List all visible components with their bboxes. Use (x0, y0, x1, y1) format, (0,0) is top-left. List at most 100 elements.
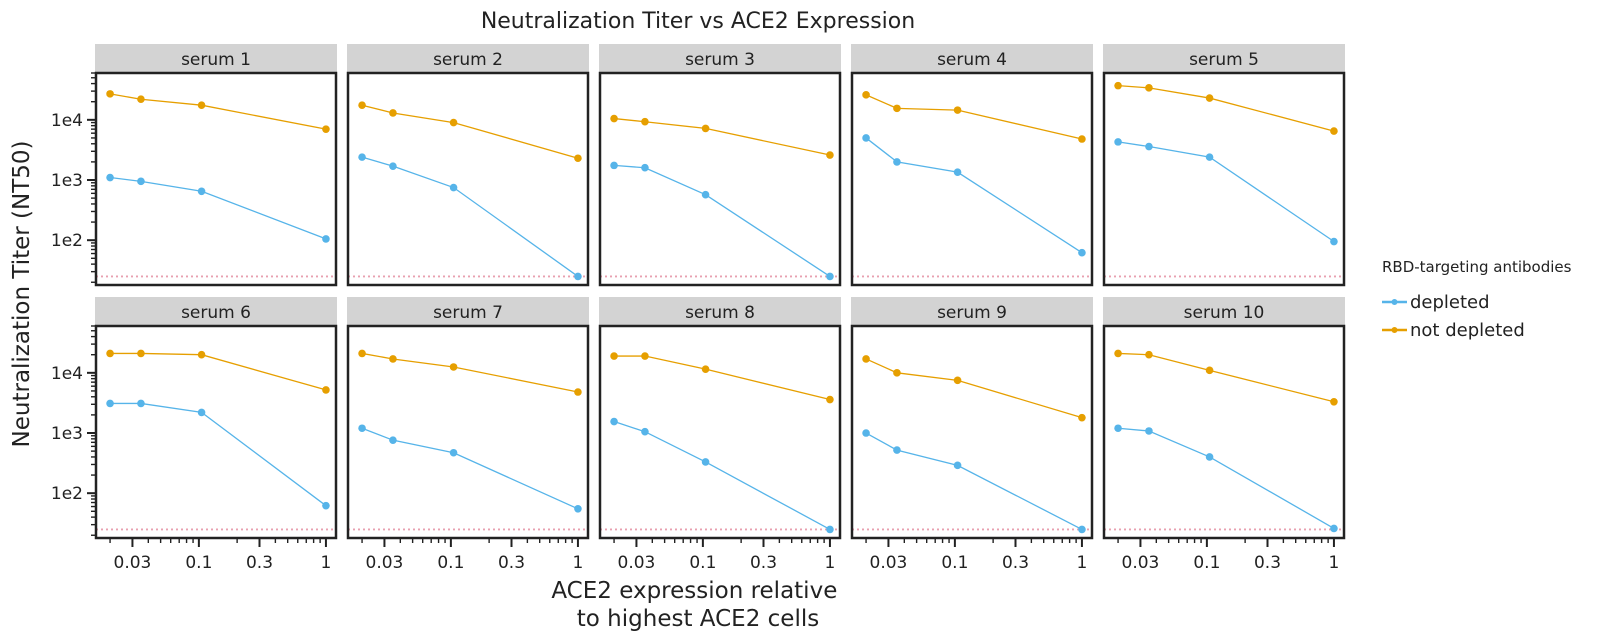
panel-border (850, 71, 1094, 287)
data-point-depleted (137, 177, 145, 186)
data-point-depleted (106, 173, 114, 182)
facet-serum-9: serum 9 0.03 0.1 0.3 1 (850, 297, 1094, 573)
series-line-not-depleted (614, 355, 831, 401)
facet-strip-serum-5 (1103, 44, 1345, 73)
legend-entry-not-depleted: not depleted (1382, 320, 1525, 341)
data-point-not-depleted (574, 388, 582, 396)
facet-strip-serum-3 (599, 44, 841, 73)
series-not-depleted (610, 114, 834, 159)
series-line-depleted (865, 432, 1083, 530)
facet-label-serum-6: serum 6 (181, 303, 251, 323)
panel-border (94, 71, 338, 287)
x-axis-title: ACE2 expression relative to highest ACE2… (551, 578, 844, 632)
series-line-not-depleted (361, 104, 579, 159)
data-point-not-depleted (1330, 127, 1338, 135)
facet-label-serum-3: serum 3 (685, 50, 755, 70)
data-point-not-depleted (449, 118, 458, 127)
facet-label-serum-2: serum 2 (433, 50, 503, 70)
series-not-depleted (862, 355, 1086, 422)
series-line-not-depleted (614, 117, 831, 156)
data-point-depleted (953, 168, 962, 176)
facet-label-serum-9: serum 9 (937, 303, 1007, 323)
data-point-depleted (826, 272, 834, 281)
y-tick-label: 1e4 (51, 364, 83, 384)
data-point-not-depleted (610, 352, 618, 360)
series-depleted (610, 161, 834, 281)
data-point-depleted (197, 187, 206, 196)
series-line-depleted (361, 427, 579, 510)
series-line-depleted (613, 420, 831, 530)
series-line-not-depleted (1118, 84, 1335, 132)
x-tick-label: 0.3 (246, 553, 273, 573)
data-point-not-depleted (1205, 94, 1214, 102)
series-line-not-depleted (361, 352, 579, 393)
facet-label-serum-4: serum 4 (937, 50, 1007, 70)
x-tick-label: 0.03 (366, 553, 404, 573)
panel-border (94, 324, 338, 540)
y-axis-title: Neutralization Titer (NT50) (9, 141, 35, 448)
facet-strip-serum-7 (347, 297, 589, 326)
data-point-depleted (862, 429, 870, 437)
y-axis: 1e2 1e3 1e4 (51, 325, 96, 536)
data-point-not-depleted (610, 114, 618, 123)
series-not-depleted (1114, 81, 1338, 135)
data-point-depleted (1078, 248, 1086, 257)
data-point-not-depleted (389, 355, 397, 363)
data-point-depleted (1078, 525, 1086, 534)
legend-title: RBD-targeting antibodies (1382, 258, 1572, 276)
facet-label-serum-7: serum 7 (433, 303, 503, 323)
data-point-not-depleted (826, 395, 834, 404)
x-tick-label: 0.03 (870, 553, 908, 573)
x-tick-label: 1 (825, 553, 836, 573)
panel-border (598, 71, 842, 287)
data-point-not-depleted (893, 369, 901, 377)
data-point-not-depleted (322, 125, 330, 133)
series-not-depleted (610, 352, 834, 404)
series-not-depleted (358, 349, 582, 396)
x-tick-label: 1 (573, 553, 584, 573)
series-line-not-depleted (109, 93, 327, 130)
x-axis: 0.03 0.1 0.3 1 (865, 538, 1087, 573)
data-point-not-depleted (322, 386, 330, 394)
data-point-depleted (641, 427, 649, 436)
facet-strip-serum-6 (95, 297, 337, 326)
data-point-depleted (137, 399, 145, 408)
facet-strip-serum-8 (599, 297, 841, 326)
facet-label-serum-5: serum 5 (1189, 50, 1259, 70)
data-point-depleted (322, 501, 330, 510)
data-point-not-depleted (106, 90, 114, 98)
data-point-not-depleted (641, 117, 649, 126)
legend-marker-depleted (1391, 299, 1398, 305)
x-axis-title-line-1: ACE2 expression relative (551, 578, 837, 604)
data-point-depleted (574, 272, 582, 281)
data-point-not-depleted (862, 91, 870, 99)
facet-serum-2: serum 2 (346, 44, 590, 287)
x-tick-label: 0.3 (750, 553, 777, 573)
x-tick-label: 0.1 (437, 553, 464, 573)
x-tick-label: 0.1 (1193, 553, 1220, 573)
legend-label-depleted: depleted (1410, 292, 1490, 313)
x-tick-label: 0.3 (498, 553, 525, 573)
data-point-not-depleted (197, 350, 206, 359)
data-point-not-depleted (197, 101, 206, 110)
data-point-not-depleted (953, 106, 962, 114)
x-tick-label: 1 (321, 553, 332, 573)
data-point-depleted (641, 163, 649, 172)
data-point-not-depleted (137, 349, 145, 358)
series-depleted (1114, 424, 1338, 533)
data-point-depleted (1114, 138, 1122, 146)
series-not-depleted (1114, 349, 1338, 406)
data-point-depleted (322, 235, 330, 243)
data-point-depleted (610, 161, 618, 170)
data-point-not-depleted (1078, 413, 1086, 422)
series-line-depleted (865, 137, 1083, 254)
facet-strip-serum-9 (851, 297, 1093, 326)
facet-strip-serum-2 (347, 44, 589, 73)
data-point-not-depleted (1330, 398, 1338, 406)
series-not-depleted (358, 101, 582, 163)
facet-serum-8: serum 8 0.03 0.1 0.3 1 (598, 297, 842, 573)
panel-border (850, 324, 1094, 540)
data-point-depleted (449, 448, 458, 457)
series-line-depleted (1118, 427, 1335, 529)
data-point-not-depleted (1078, 135, 1086, 143)
